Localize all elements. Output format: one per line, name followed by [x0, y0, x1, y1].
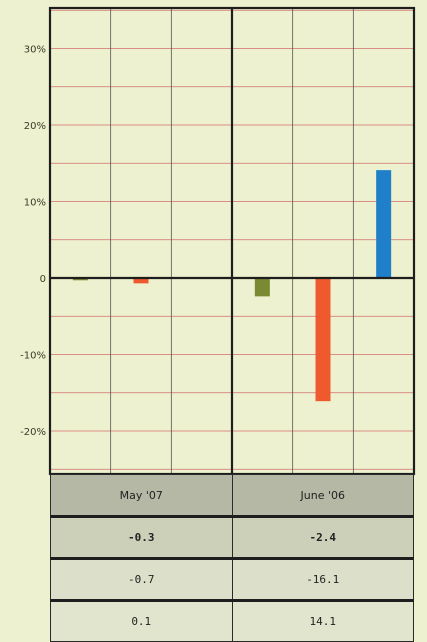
table-cell: 14.1 [231, 599, 414, 642]
table-header-row: May '07 June '06 [50, 474, 414, 517]
y-tick-label: -10% [20, 351, 46, 362]
y-axis-ticks: 30% 20% 10% 0 -10% -20% [20, 45, 46, 439]
table-header-cell: May '07 [50, 474, 233, 517]
table-cell: 0.1 [50, 599, 233, 642]
bar [133, 278, 149, 284]
bar [254, 278, 270, 297]
table-cell: -0.7 [50, 557, 233, 601]
table-row: -0.7 -16.1 [50, 557, 414, 601]
table-cell: -0.3 [50, 515, 233, 559]
bars-layer [72, 170, 392, 402]
data-table: May '07 June '06 -0.3 -2.4 -0.7 -16.1 0.… [50, 474, 414, 642]
vertical-gridlines [110, 8, 354, 474]
table-row: -0.3 -2.4 [50, 515, 414, 559]
bar [376, 170, 392, 278]
y-tick-label: 10% [24, 198, 46, 209]
table-cell: -2.4 [231, 515, 414, 559]
y-tick-label: 0 [40, 274, 46, 285]
table-header-cell: June '06 [231, 474, 414, 517]
chart-frame [48, 6, 416, 476]
bar [72, 278, 88, 281]
bar [315, 278, 331, 402]
table-cell: -16.1 [231, 557, 414, 601]
y-tick-label: 20% [24, 121, 46, 132]
table-row: 0.1 14.1 [50, 599, 414, 642]
y-tick-label: -20% [20, 427, 46, 438]
y-tick-label: 30% [24, 45, 46, 56]
